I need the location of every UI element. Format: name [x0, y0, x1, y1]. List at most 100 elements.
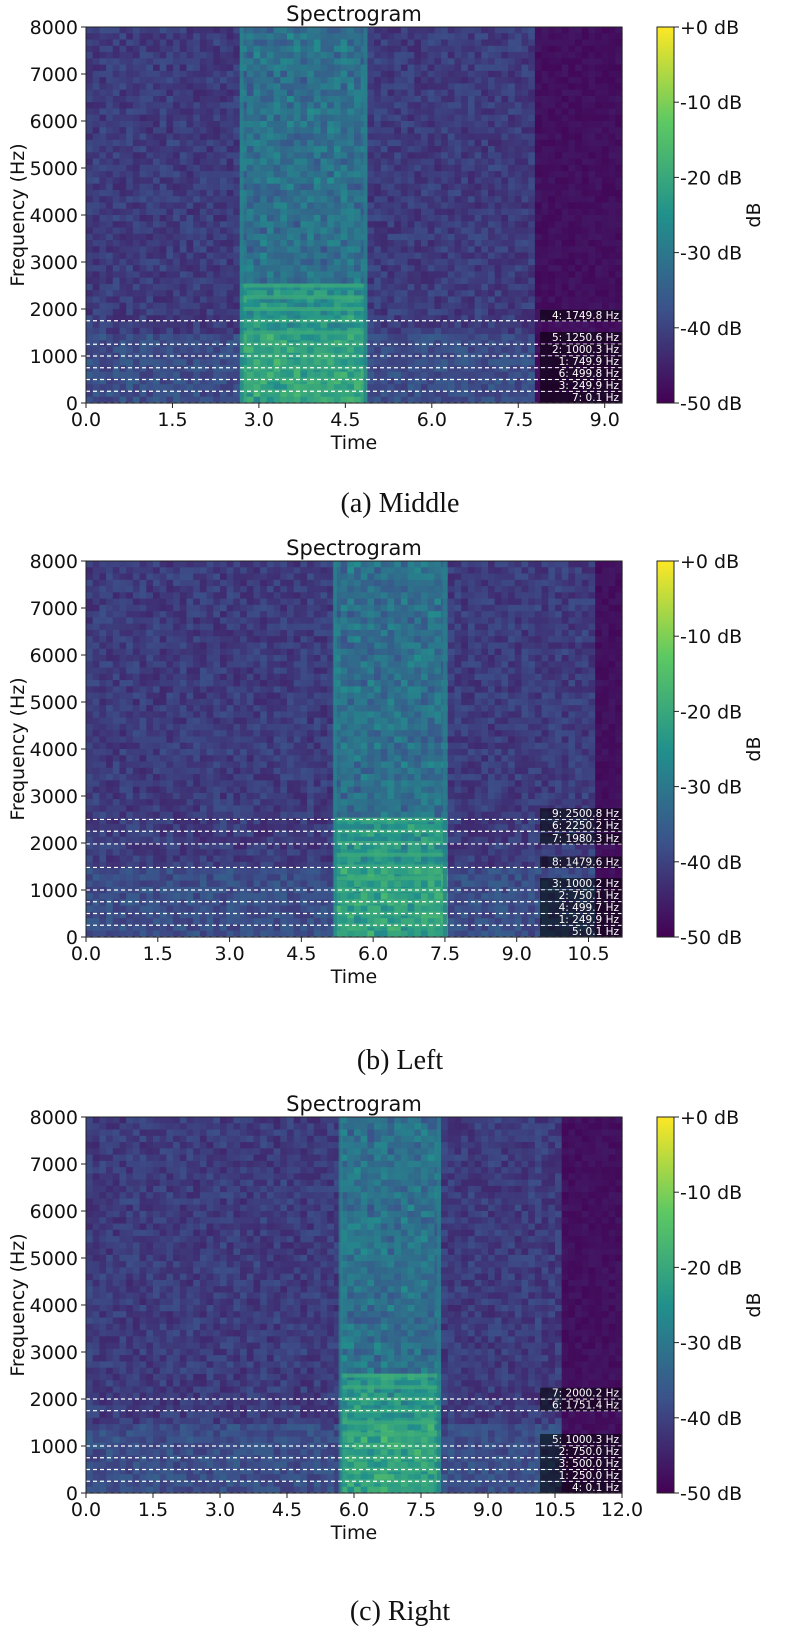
spectrogram-panel-right: 7: 2000.2 Hz 6: 1751.4 Hz 5: 1000.3 Hz 2: 7… [0, 1090, 800, 1570]
colorbar [656, 1116, 675, 1494]
svg-text:7: 0.1 Hz: 7: 0.1 Hz [572, 392, 619, 404]
colorbar-tick-label: +0 dB [680, 17, 739, 39]
y-tick-label: 7000 [30, 598, 78, 620]
y-tick-label: 2000 [30, 833, 78, 855]
colorbar [656, 26, 675, 404]
svg-text:2: 1000.3 Hz: 2: 1000.3 Hz [552, 344, 620, 356]
y-axis-label: Frequency (Hz) [7, 1233, 29, 1376]
colorbar-tick-label: -50 dB [680, 393, 742, 415]
x-tick-label: 3.0 [214, 943, 244, 965]
y-tick-label: 1000 [30, 880, 78, 902]
svg-text:4: 1749.8 Hz: 4: 1749.8 Hz [552, 310, 620, 322]
colorbar-tick-label: -20 dB [680, 701, 742, 723]
y-tick-label: 8000 [30, 17, 78, 39]
colorbar-tick-label: -30 dB [680, 777, 742, 799]
y-tick-label: 2000 [30, 1389, 78, 1411]
y-tick-label: 8000 [30, 551, 78, 573]
x-tick-label: 7.5 [503, 409, 533, 431]
x-tick-label: 0.0 [71, 1499, 101, 1521]
svg-text:1: 749.9 Hz: 1: 749.9 Hz [559, 356, 620, 368]
y-tick-label: 1000 [30, 1436, 78, 1458]
svg-text:6: 499.8 Hz: 6: 499.8 Hz [559, 368, 620, 380]
y-tick-label: 5000 [30, 1248, 78, 1270]
marker-label: 7: 1980.3 Hz [540, 832, 622, 845]
marker-label: 2: 750.0 Hz [540, 1445, 622, 1458]
x-tick-label: 0.0 [71, 943, 101, 965]
colorbar-tick-label: -50 dB [680, 1483, 742, 1505]
marker-label: 3: 500.0 Hz [540, 1457, 622, 1470]
marker-label: 7: 0.1 Hz [540, 391, 622, 404]
y-axis-label: Frequency (Hz) [7, 143, 29, 286]
caption-middle: (a) Middle [340, 488, 460, 519]
marker-label: 6: 1751.4 Hz [540, 1399, 622, 1412]
y-axis-label: Frequency (Hz) [7, 677, 29, 820]
x-tick-label: 6.0 [417, 409, 447, 431]
marker-label: 4: 1749.8 Hz [540, 309, 622, 322]
y-tick-label: 6000 [30, 111, 78, 133]
colorbar-tick-label: -40 dB [680, 1408, 742, 1430]
spectrogram-chart: 9: 2500.8 Hz6: 2250.2 Hz7: 1980.3 Hz 8: 1… [7, 536, 765, 988]
x-tick-label: 6.0 [358, 943, 388, 965]
spectrogram-panel-middle: 4: 1749.8 Hz 5: 1250.6 Hz 2: 1000.3 Hz 1: 7… [0, 0, 800, 480]
y-tick-label: 5000 [30, 692, 78, 714]
y-tick-label: 4000 [30, 739, 78, 761]
colorbar-tick-label: -30 dB [680, 1333, 742, 1355]
marker-label: 1: 250.0 Hz [540, 1469, 622, 1482]
y-tick-label: 7000 [30, 1154, 78, 1176]
marker-label: 4: 0.1 Hz [540, 1481, 622, 1494]
x-tick-label: 4.5 [286, 943, 316, 965]
colorbar-tick-label: +0 dB [680, 1107, 739, 1129]
colorbar-tick-label: -10 dB [680, 626, 742, 648]
x-axis-label: Time [330, 966, 378, 988]
chart-title: Spectrogram [286, 1092, 422, 1116]
spectrogram-chart: 7: 2000.2 Hz6: 1751.4 Hz 5: 1000.3 Hz2: 7… [7, 1092, 765, 1544]
colorbar-tick-label: -20 dB [680, 167, 742, 189]
svg-text:3: 249.9 Hz: 3: 249.9 Hz [559, 380, 620, 392]
marker-label: 3: 1000.2 Hz [540, 877, 622, 890]
marker-label: 3: 249.9 Hz [540, 379, 622, 392]
y-tick-label: 5000 [30, 158, 78, 180]
colorbar-tick-label: -50 dB [680, 927, 742, 949]
chart-title: Spectrogram [286, 536, 422, 560]
y-tick-label: 3000 [30, 252, 78, 274]
marker-label: 9: 2500.8 Hz [540, 808, 622, 820]
svg-text:5: 1250.6 Hz: 5: 1250.6 Hz [552, 332, 620, 344]
y-tick-label: 4000 [30, 205, 78, 227]
x-tick-label: 10.5 [567, 943, 609, 965]
x-tick-label: 0.0 [71, 409, 101, 431]
marker-label: 1: 249.9 Hz [540, 913, 622, 926]
x-tick-label: 3.0 [244, 409, 274, 431]
x-tick-label: 9.0 [502, 943, 532, 965]
marker-label: 8: 1479.6 Hz [540, 856, 622, 868]
x-tick-label: 1.5 [157, 409, 187, 431]
colorbar [656, 560, 675, 938]
x-tick-label: 9.0 [473, 1499, 503, 1521]
y-tick-label: 7000 [30, 64, 78, 86]
caption-right: (c) Right [349, 1596, 451, 1627]
colorbar-tick-label: -40 dB [680, 318, 742, 340]
x-axis-label: Time [330, 432, 378, 454]
x-tick-label: 7.5 [406, 1499, 436, 1521]
y-tick-label: 8000 [30, 1107, 78, 1129]
x-tick-label: 10.5 [534, 1499, 576, 1521]
colorbar-tick-label: -30 dB [680, 243, 742, 265]
x-tick-label: 12.0 [601, 1499, 643, 1521]
colorbar-label: dB [743, 202, 765, 227]
x-tick-label: 4.5 [272, 1499, 302, 1521]
marker-label: 5: 0.1 Hz [540, 925, 622, 938]
y-tick-label: 0 [66, 927, 78, 949]
x-axis-label: Time [330, 1522, 378, 1544]
colorbar-tick-label: -40 dB [680, 852, 742, 874]
y-tick-label: 4000 [30, 1295, 78, 1317]
x-tick-label: 3.0 [205, 1499, 235, 1521]
spectrogram-heatmap [86, 1117, 623, 1494]
marker-label: 5: 1250.6 Hz [540, 331, 622, 344]
y-tick-label: 6000 [30, 1201, 78, 1223]
x-tick-label: 1.5 [143, 943, 173, 965]
y-tick-label: 3000 [30, 1342, 78, 1364]
marker-label: 7: 2000.2 Hz [540, 1387, 622, 1400]
colorbar-tick-label: -10 dB [680, 92, 742, 114]
y-tick-label: 6000 [30, 645, 78, 667]
marker-label: 6: 499.8 Hz [540, 367, 622, 380]
x-tick-label: 4.5 [330, 409, 360, 431]
